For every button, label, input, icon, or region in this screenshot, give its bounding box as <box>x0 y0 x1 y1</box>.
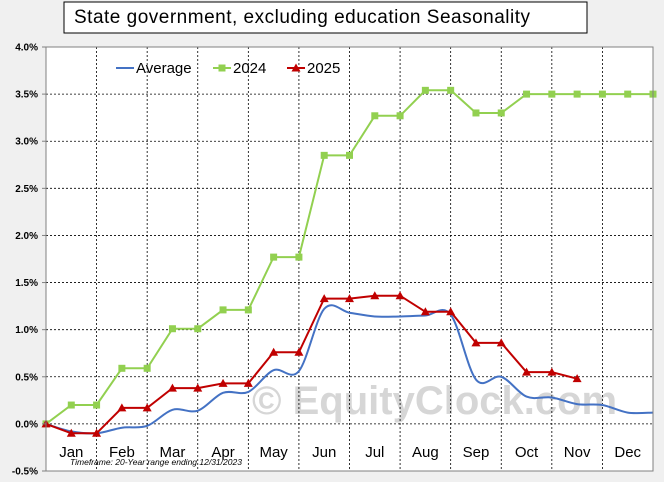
month-label: Apr <box>211 444 234 461</box>
y-tick-label: 4.0% <box>15 43 38 54</box>
y-tick-label: 2.0% <box>15 231 38 242</box>
legend-label-2024: 2024 <box>233 60 266 77</box>
series-point-2025 <box>66 428 76 437</box>
month-label: Oct <box>515 444 539 461</box>
month-label: Dec <box>614 444 641 461</box>
series-point-2025 <box>522 367 532 376</box>
series-point-2025 <box>92 428 102 437</box>
series-point-2024 <box>421 86 429 94</box>
series-point-2024 <box>573 90 581 98</box>
series-point-2024 <box>371 112 379 120</box>
series-point-2024 <box>295 253 303 261</box>
series-point-2024 <box>194 325 202 333</box>
series-point-2024 <box>67 401 75 409</box>
month-label: May <box>259 444 288 461</box>
title-box <box>63 1 588 34</box>
series-point-2025 <box>243 378 253 387</box>
y-tick-label: 1.0% <box>15 325 38 336</box>
series-point-2024 <box>93 401 101 409</box>
series-point-2025 <box>142 403 152 412</box>
month-label: Mar <box>160 444 186 461</box>
series-point-2025 <box>420 307 430 316</box>
timeframe-note: Timeframe: 20-Year range ending 12/31/20… <box>70 457 242 467</box>
series-point-2025 <box>547 367 557 376</box>
series-point-2024 <box>497 109 505 117</box>
chart-title: State government, excluding education Se… <box>74 7 531 28</box>
month-label: Jun <box>312 444 336 461</box>
series-point-2024 <box>118 364 126 372</box>
y-tick-label: 2.5% <box>15 184 38 195</box>
y-tick-label: -0.5% <box>12 467 38 478</box>
series-point-2025 <box>167 383 177 392</box>
series-point-2025 <box>395 291 405 300</box>
y-tick-label: 3.5% <box>15 90 38 101</box>
series-point-2025 <box>269 347 279 356</box>
series-point-2025 <box>193 383 203 392</box>
watermark-text: © EquityClock.com <box>252 379 617 423</box>
month-label: Jul <box>365 444 384 461</box>
series-line-average <box>45 304 654 435</box>
y-tick-label: 0.0% <box>15 419 38 430</box>
series-point-2024 <box>270 253 278 261</box>
legend-marker-2024 <box>218 64 226 72</box>
series-point-2025 <box>218 378 228 387</box>
series-point-2024 <box>346 151 353 159</box>
month-label: Feb <box>109 444 135 461</box>
month-label: Jan <box>59 444 83 461</box>
legend-label-2025: 2025 <box>307 60 340 77</box>
series-point-2024 <box>320 151 328 159</box>
series-point-2024 <box>523 90 531 98</box>
series-point-2024 <box>548 90 556 98</box>
legend-label-average: Average <box>136 60 192 77</box>
series-point-2024 <box>244 306 252 314</box>
series-point-2024 <box>624 90 632 98</box>
series-point-2025 <box>446 307 456 316</box>
series-point-2025 <box>319 294 329 303</box>
y-tick-label: 1.5% <box>15 278 38 289</box>
y-tick-label: 3.0% <box>15 137 38 148</box>
legend-marker-2025 <box>291 63 301 72</box>
plot-border <box>45 46 654 472</box>
series-point-2025 <box>294 347 304 356</box>
month-label: Sep <box>463 444 490 461</box>
series-point-2025 <box>117 403 127 412</box>
series-point-2025 <box>370 291 380 300</box>
series-point-2025 <box>496 338 506 347</box>
series-point-2024 <box>219 306 227 314</box>
series-line-2025 <box>45 294 578 435</box>
month-label: Aug <box>412 444 439 461</box>
series-point-2024 <box>168 325 176 333</box>
series-point-2024 <box>143 364 151 372</box>
series-point-2024 <box>396 112 404 120</box>
series-point-2024 <box>598 90 606 98</box>
series-point-2025 <box>572 374 582 383</box>
month-label: Nov <box>564 444 591 461</box>
y-tick-label: 0.5% <box>15 372 38 383</box>
series-point-2024 <box>447 86 455 94</box>
series-point-2024 <box>472 109 480 117</box>
series-point-2025 <box>471 338 481 347</box>
series-point-2025 <box>345 294 354 303</box>
